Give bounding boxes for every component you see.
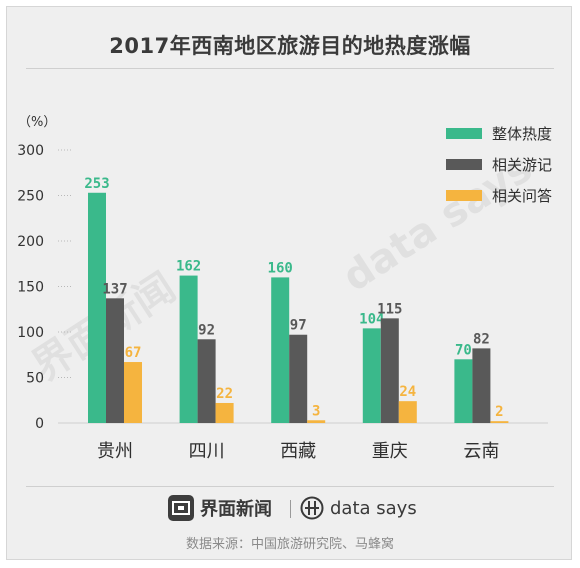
data-says-logo-icon [300,496,324,520]
y-tick-label: 0 [35,416,44,432]
bar-overall [454,359,473,423]
title-divider [26,68,554,69]
bar-value-label: 24 [399,384,416,400]
y-tick-label: 100 [17,325,44,341]
bar-qa [490,421,509,423]
x-category-label: 贵州 [97,441,133,462]
bar-value-label: 70 [455,342,472,358]
bar-travelogue [106,298,124,423]
bar-qa [215,402,234,423]
bar-value-label: 67 [125,345,142,361]
brand-right-name: data says [330,497,417,519]
y-tick-label: 150 [17,280,44,296]
data-source: 数据来源：中国旅游研究院、马蜂窝 [185,537,394,552]
bar-qa [307,420,326,423]
bar-value-label: 137 [102,281,127,297]
x-category-label: 四川 [189,441,225,462]
y-tick-label: 50 [26,371,44,387]
x-category-label: 云南 [463,441,499,462]
bar-overall [179,275,198,423]
y-axis-unit-label: （%） [18,115,56,130]
bar-value-label: 97 [290,318,307,334]
chart-title: 2017年西南地区旅游目的地热度涨幅 [109,34,471,58]
bar-overall [271,277,290,423]
bar-value-label: 115 [377,301,402,317]
brand-logo-icon [168,495,194,521]
bar-overall [362,328,381,423]
bar-value-label: 104 [359,311,384,327]
legend-swatch [446,128,482,139]
brand-left: 界面新闻 [168,493,272,523]
bar-value-label: 160 [268,260,293,276]
bar-qa [124,362,142,423]
bar-overall [88,192,106,423]
y-tick-label: 300 [17,143,44,159]
legend-swatch [446,190,482,201]
legend-label: 相关问答 [492,187,552,205]
bar-travelogue [472,348,491,423]
bar-travelogue [289,334,308,423]
legend-label: 相关游记 [492,156,552,174]
x-category-label: 西藏 [280,441,316,462]
y-tick-label: 200 [17,234,44,250]
bar-travelogue [197,339,216,423]
legend-swatch [446,159,482,170]
brand-separator [290,500,291,518]
x-category-label: 重庆 [372,441,408,462]
y-tick-label: 250 [17,189,44,205]
bar-value-label: 82 [473,331,490,347]
brand-right: data says [300,493,417,523]
bar-travelogue [380,318,399,423]
legend-label: 整体热度 [492,125,552,143]
bar-value-label: 92 [198,322,215,338]
bar-qa [398,401,417,423]
bar-value-label: 2 [495,404,503,420]
bar-value-label: 3 [312,403,320,419]
bar-value-label: 22 [216,386,233,402]
brand-left-name: 界面新闻 [200,499,272,520]
footer-divider [26,486,554,487]
bar-value-label: 253 [84,176,109,192]
bar-value-label: 162 [176,259,201,275]
